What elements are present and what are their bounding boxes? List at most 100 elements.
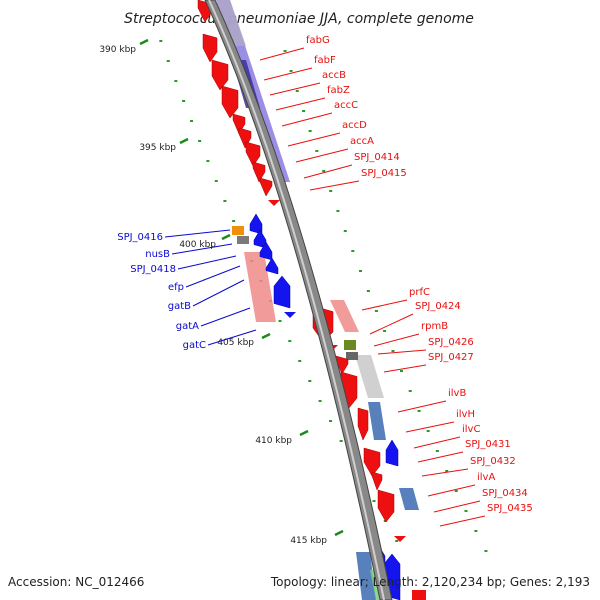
reverse-gene-label: efp (168, 282, 184, 293)
gene-shade (244, 252, 276, 322)
kbp-tick-label: 390 kbp (99, 45, 136, 55)
reverse-gene-arrow (265, 257, 279, 275)
gene-leader-line (164, 229, 231, 238)
forward-gene-label: SPJ_0415 (361, 168, 407, 179)
forward-gene-arrow (221, 85, 239, 119)
genome-backbone (204, 0, 393, 600)
forward-gene-arrow (371, 471, 383, 491)
gene-leader-line (433, 500, 481, 513)
guide-dot (302, 110, 306, 112)
forward-gene-label: SPJ_0426 (428, 337, 474, 348)
gene-leader-line (192, 279, 245, 307)
guide-dot (464, 510, 468, 512)
gene-leader-line (259, 47, 305, 61)
kbp-tick-label: 415 kbp (290, 536, 327, 546)
guide-dot (182, 100, 186, 102)
guide-dot (206, 160, 210, 162)
gene-leader-line (207, 329, 257, 346)
forward-gene-label: fabZ (327, 85, 350, 96)
guide-dot (374, 310, 378, 312)
reverse-gene-arrow (385, 439, 399, 467)
guide-dot (351, 250, 355, 252)
guide-dot (289, 70, 293, 72)
guide-dot (315, 150, 319, 152)
guide-dot (166, 60, 170, 62)
guide-dot (223, 200, 227, 202)
gene-shade (216, 0, 246, 46)
forward-gene-label: fabG (306, 35, 330, 46)
forward-gene-label: fabF (314, 55, 336, 66)
gene-leader-line (417, 451, 464, 463)
kbp-tick-label: 400 kbp (179, 240, 216, 250)
guide-dot (445, 470, 449, 472)
forward-gene-arrow (363, 447, 381, 477)
gene-leader-line (427, 484, 476, 497)
guide-dot (366, 290, 370, 292)
guide-dot (426, 430, 430, 432)
gene-leader-line (303, 164, 353, 179)
forward-gene-arrow (245, 141, 261, 167)
guide-dot (214, 180, 218, 182)
guide-dot (435, 450, 439, 452)
genome-summary-text: Topology: linear; Length: 2,120,234 bp; … (270, 575, 590, 589)
gene-shade (355, 355, 384, 398)
gene-shade (330, 300, 359, 332)
forward-gene-label: SPJ_0424 (415, 301, 461, 312)
kbp-tick-mark (139, 38, 149, 46)
gene-leader-line (263, 67, 313, 81)
guide-dot (278, 320, 282, 322)
gene-leader-line (269, 82, 321, 96)
forward-gene-label: SPJ_0432 (470, 456, 516, 467)
gene-leader-line (309, 180, 360, 191)
guide-dot (329, 420, 333, 422)
forward-gene-arrow (259, 177, 273, 197)
forward-gene-label: SPJ_0431 (465, 439, 511, 450)
gene-shade (356, 552, 376, 600)
reverse-gene-arrow (259, 241, 273, 261)
forward-gene-label: SPJ_0414 (354, 152, 400, 163)
guide-dot (484, 550, 488, 552)
gene-leader-line (200, 307, 251, 327)
forward-gene-block (346, 352, 358, 360)
genome-backbone-highlight (208, 0, 385, 600)
guide-dot (288, 340, 292, 342)
guide-dot (174, 80, 178, 82)
kbp-ticks: 390 kbp 395 kbp 400 kbp 405 kbp 410 kbp 415 k… (99, 38, 344, 546)
forward-gene-label: accC (334, 100, 358, 111)
forward-gene-label: SPJ_0435 (487, 503, 533, 514)
guide-dot (295, 90, 299, 92)
forward-gene-label: accA (350, 136, 374, 147)
forward-gene-block (344, 340, 356, 350)
position-dots (159, 40, 488, 552)
reverse-gene-arrow (249, 213, 263, 235)
guide-dot (329, 190, 333, 192)
guide-dot (190, 120, 194, 122)
forward-gene-arrow (252, 161, 266, 183)
guide-dot (336, 210, 340, 212)
guide-dot (232, 220, 236, 222)
gene-leader-line (171, 243, 233, 255)
guide-dot (322, 170, 326, 172)
guide-dot (391, 350, 395, 352)
reverse-gene-arrow (284, 312, 296, 318)
gene-shade (368, 402, 386, 440)
forward-gene-block (412, 590, 426, 600)
forward-gene-label: ilvC (462, 424, 480, 435)
forward-gene-labels: fabG fabF accB fabZ accC accD accA SPJ_0414 SPJ_… (259, 35, 533, 527)
guide-dot (358, 270, 362, 272)
forward-gene-label: prfC (409, 287, 430, 298)
kbp-tick-mark (221, 233, 231, 241)
gene-leader-line (413, 436, 461, 449)
guide-dot (454, 490, 458, 492)
forward-gene-arrow (202, 33, 218, 63)
gene-leader-line (405, 421, 455, 433)
guide-dot (474, 530, 478, 532)
reverse-gene-label: gatA (176, 321, 199, 332)
guide-dot (339, 440, 343, 442)
reverse-gene-arrow (273, 275, 291, 309)
forward-gene-label: rpmB (421, 321, 448, 332)
reverse-gene-label: nusB (145, 249, 170, 260)
forward-gene-label: ilvB (448, 388, 466, 399)
gene-leader-line (383, 364, 427, 373)
